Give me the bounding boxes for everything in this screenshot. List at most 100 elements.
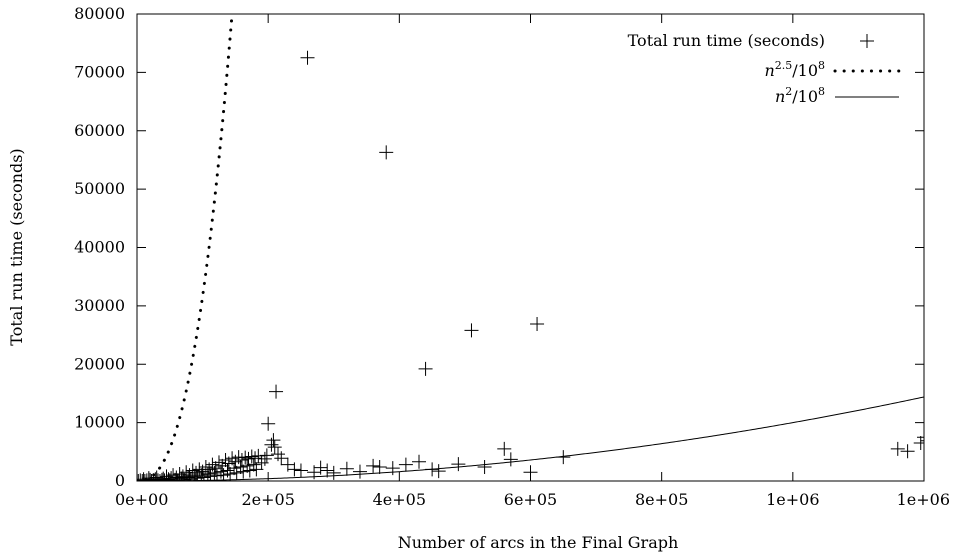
data-point-plus xyxy=(259,448,274,463)
data-point-plus xyxy=(385,461,400,476)
data-point-plus xyxy=(366,458,381,473)
data-point-plus xyxy=(169,470,184,481)
data-point-plus xyxy=(189,465,204,480)
data-point-plus xyxy=(930,438,944,452)
x-tick-label: 4e+05 xyxy=(373,490,426,509)
legend-exponent: 2.5 xyxy=(775,59,793,72)
data-point-plus xyxy=(287,462,302,477)
y-axis-title: Total run time (seconds) xyxy=(7,148,26,345)
x-axis-title: Number of arcs in the Final Graph xyxy=(398,533,679,552)
data-point-plus xyxy=(181,470,196,481)
data-point-plus xyxy=(238,450,253,465)
series-0 xyxy=(137,50,944,481)
x-tick-label: 8e+05 xyxy=(635,490,688,509)
data-point-plus xyxy=(205,457,220,472)
data-point-plus xyxy=(249,462,264,477)
curve-n-2-5-dotted xyxy=(137,14,234,481)
data-point-plus xyxy=(236,464,251,479)
data-point-plus xyxy=(339,461,354,476)
data-point-plus xyxy=(464,323,479,338)
data-point-plus xyxy=(451,457,466,472)
data-point-plus xyxy=(267,440,282,455)
data-point-plus xyxy=(220,463,235,478)
data-point-plus xyxy=(293,463,308,478)
data-point-plus xyxy=(156,471,171,481)
data-point-plus xyxy=(223,466,238,481)
data-point-plus xyxy=(920,440,924,442)
data-point-plus xyxy=(523,465,538,480)
data-point-plus xyxy=(890,441,905,456)
data-point-plus xyxy=(137,474,146,481)
x-tick-label: 6e+05 xyxy=(504,490,557,509)
data-point-plus xyxy=(418,361,433,376)
data-point-plus xyxy=(244,449,259,464)
legend-exponent: 2 xyxy=(785,85,792,98)
y-tick-label: 0 xyxy=(115,471,125,490)
data-point-plus xyxy=(208,461,223,476)
data-point-plus xyxy=(274,451,289,466)
data-point-plus xyxy=(326,465,341,480)
data-point-plus xyxy=(179,465,194,480)
data-point-plus xyxy=(372,459,387,474)
data-point-plus xyxy=(137,474,150,481)
data-point-plus xyxy=(320,463,335,478)
data-point-plus xyxy=(477,459,492,474)
legend-marker-plus xyxy=(860,34,874,48)
data-point-plus xyxy=(300,50,315,65)
data-point-plus xyxy=(412,454,427,469)
data-point-plus xyxy=(913,436,924,451)
data-point-plus xyxy=(269,384,284,399)
legend-label: Total run time (seconds) xyxy=(628,31,825,50)
x-tick-label: 2e+05 xyxy=(241,490,294,509)
data-point-plus xyxy=(203,469,218,481)
data-point-plus xyxy=(242,463,257,478)
data-point-plus xyxy=(266,433,281,448)
y-tick-label: 50000 xyxy=(74,179,125,198)
data-point-plus xyxy=(257,451,272,466)
x-tick-label: 0e+00 xyxy=(115,490,168,509)
data-point-plus xyxy=(352,464,367,479)
data-point-plus xyxy=(251,448,266,463)
plot-frame xyxy=(136,13,925,482)
y-tick-label: 70000 xyxy=(74,62,125,81)
data-point-plus xyxy=(225,451,240,466)
data-point-plus xyxy=(149,470,164,481)
legend-divisor: /10 xyxy=(792,87,818,106)
x-tick-label: 1e+06 xyxy=(766,490,819,509)
data-point-plus xyxy=(198,459,213,474)
data-point-plus xyxy=(530,316,545,331)
y-tick-label: 80000 xyxy=(74,4,125,23)
data-point-plus xyxy=(497,441,512,456)
axes xyxy=(136,13,925,482)
data-point-plus xyxy=(271,447,286,462)
data-point-plus xyxy=(503,452,518,467)
data-point-plus xyxy=(313,460,328,475)
data-point-plus xyxy=(231,450,246,465)
legend-divisor-exponent: 8 xyxy=(818,59,825,72)
data-point-plus xyxy=(254,455,269,470)
y-tick-label: 20000 xyxy=(74,354,125,373)
series-1 xyxy=(137,14,234,481)
data-point-plus xyxy=(925,437,939,451)
data-point-plus xyxy=(379,145,394,160)
data-point-plus xyxy=(923,446,924,448)
ticks: 0 10000 20000 30000 40000 50000 60000 70000 8000… xyxy=(74,4,950,509)
data-point-plus xyxy=(241,451,256,466)
data-point-plus xyxy=(218,452,233,467)
data-point-plus xyxy=(137,472,151,481)
legend-n: n xyxy=(764,61,774,80)
data-point-plus xyxy=(917,430,924,445)
data-point-plus xyxy=(185,463,200,478)
series xyxy=(137,14,944,481)
data-point-plus xyxy=(196,470,211,481)
y-tick-label: 10000 xyxy=(74,413,125,432)
data-point-plus xyxy=(927,364,941,378)
data-point-plus xyxy=(211,455,226,470)
data-point-plus xyxy=(431,464,446,479)
legend-label: n2/108 xyxy=(775,85,825,106)
data-point-plus xyxy=(144,474,159,481)
series-2 xyxy=(137,396,924,481)
legend-label: n2.5/108 xyxy=(764,59,825,80)
